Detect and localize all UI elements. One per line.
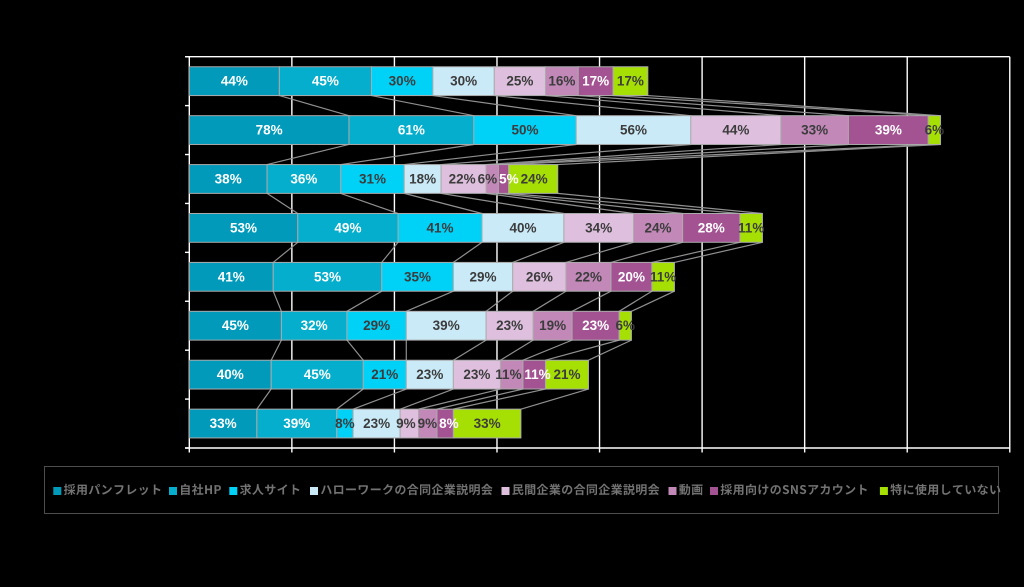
svg-text:30%: 30%: [450, 74, 477, 89]
svg-text:50%: 50%: [511, 123, 538, 138]
svg-text:39%: 39%: [433, 318, 460, 333]
svg-text:24%: 24%: [521, 171, 548, 186]
svg-text:36%: 36%: [290, 171, 317, 186]
svg-text:11%: 11%: [495, 367, 521, 382]
svg-text:19%: 19%: [539, 318, 566, 333]
svg-text:41%: 41%: [427, 220, 454, 235]
svg-text:33%: 33%: [801, 123, 828, 138]
svg-text:5%: 5%: [499, 171, 519, 186]
svg-text:9%: 9%: [418, 416, 438, 431]
svg-text:8%: 8%: [335, 416, 355, 431]
svg-text:11%: 11%: [650, 269, 676, 284]
svg-text:53%: 53%: [230, 220, 257, 235]
svg-text:23%: 23%: [582, 318, 609, 333]
svg-text:32%: 32%: [301, 318, 328, 333]
svg-text:56%: 56%: [620, 123, 647, 138]
svg-text:38%: 38%: [215, 171, 242, 186]
svg-text:20%: 20%: [618, 269, 645, 284]
svg-text:21%: 21%: [553, 367, 580, 382]
svg-text:39%: 39%: [875, 123, 902, 138]
svg-text:6%: 6%: [478, 171, 498, 186]
svg-text:22%: 22%: [449, 171, 476, 186]
svg-text:41%: 41%: [218, 269, 245, 284]
svg-text:45%: 45%: [304, 367, 331, 382]
svg-text:18%: 18%: [409, 171, 436, 186]
svg-text:45%: 45%: [222, 318, 249, 333]
svg-text:16%: 16%: [548, 74, 575, 89]
svg-text:22%: 22%: [575, 269, 602, 284]
svg-text:45%: 45%: [312, 74, 339, 89]
svg-text:40%: 40%: [509, 220, 536, 235]
svg-text:34%: 34%: [585, 220, 612, 235]
svg-text:17%: 17%: [617, 74, 644, 89]
svg-text:44%: 44%: [722, 123, 749, 138]
svg-text:6%: 6%: [616, 318, 636, 333]
svg-text:31%: 31%: [359, 171, 386, 186]
svg-text:44%: 44%: [221, 74, 248, 89]
svg-text:11%: 11%: [524, 367, 550, 382]
svg-text:25%: 25%: [506, 74, 533, 89]
svg-text:29%: 29%: [470, 269, 497, 284]
svg-text:78%: 78%: [256, 123, 283, 138]
svg-text:24%: 24%: [645, 220, 672, 235]
svg-text:39%: 39%: [283, 416, 310, 431]
svg-text:33%: 33%: [474, 416, 501, 431]
svg-text:33%: 33%: [210, 416, 237, 431]
svg-text:53%: 53%: [314, 269, 341, 284]
svg-text:28%: 28%: [698, 220, 725, 235]
svg-text:30%: 30%: [389, 74, 416, 89]
svg-text:8%: 8%: [439, 416, 459, 431]
svg-text:17%: 17%: [582, 74, 609, 89]
svg-text:49%: 49%: [334, 220, 361, 235]
svg-text:9%: 9%: [396, 416, 416, 431]
svg-text:40%: 40%: [217, 367, 244, 382]
svg-text:23%: 23%: [416, 367, 443, 382]
svg-text:6%: 6%: [925, 123, 945, 138]
svg-text:26%: 26%: [526, 269, 553, 284]
svg-text:23%: 23%: [363, 416, 390, 431]
svg-text:61%: 61%: [398, 123, 425, 138]
svg-text:29%: 29%: [363, 318, 390, 333]
svg-text:11%: 11%: [738, 220, 764, 235]
svg-text:23%: 23%: [496, 318, 523, 333]
svg-text:23%: 23%: [463, 367, 490, 382]
svg-text:35%: 35%: [404, 269, 431, 284]
svg-text:21%: 21%: [371, 367, 398, 382]
